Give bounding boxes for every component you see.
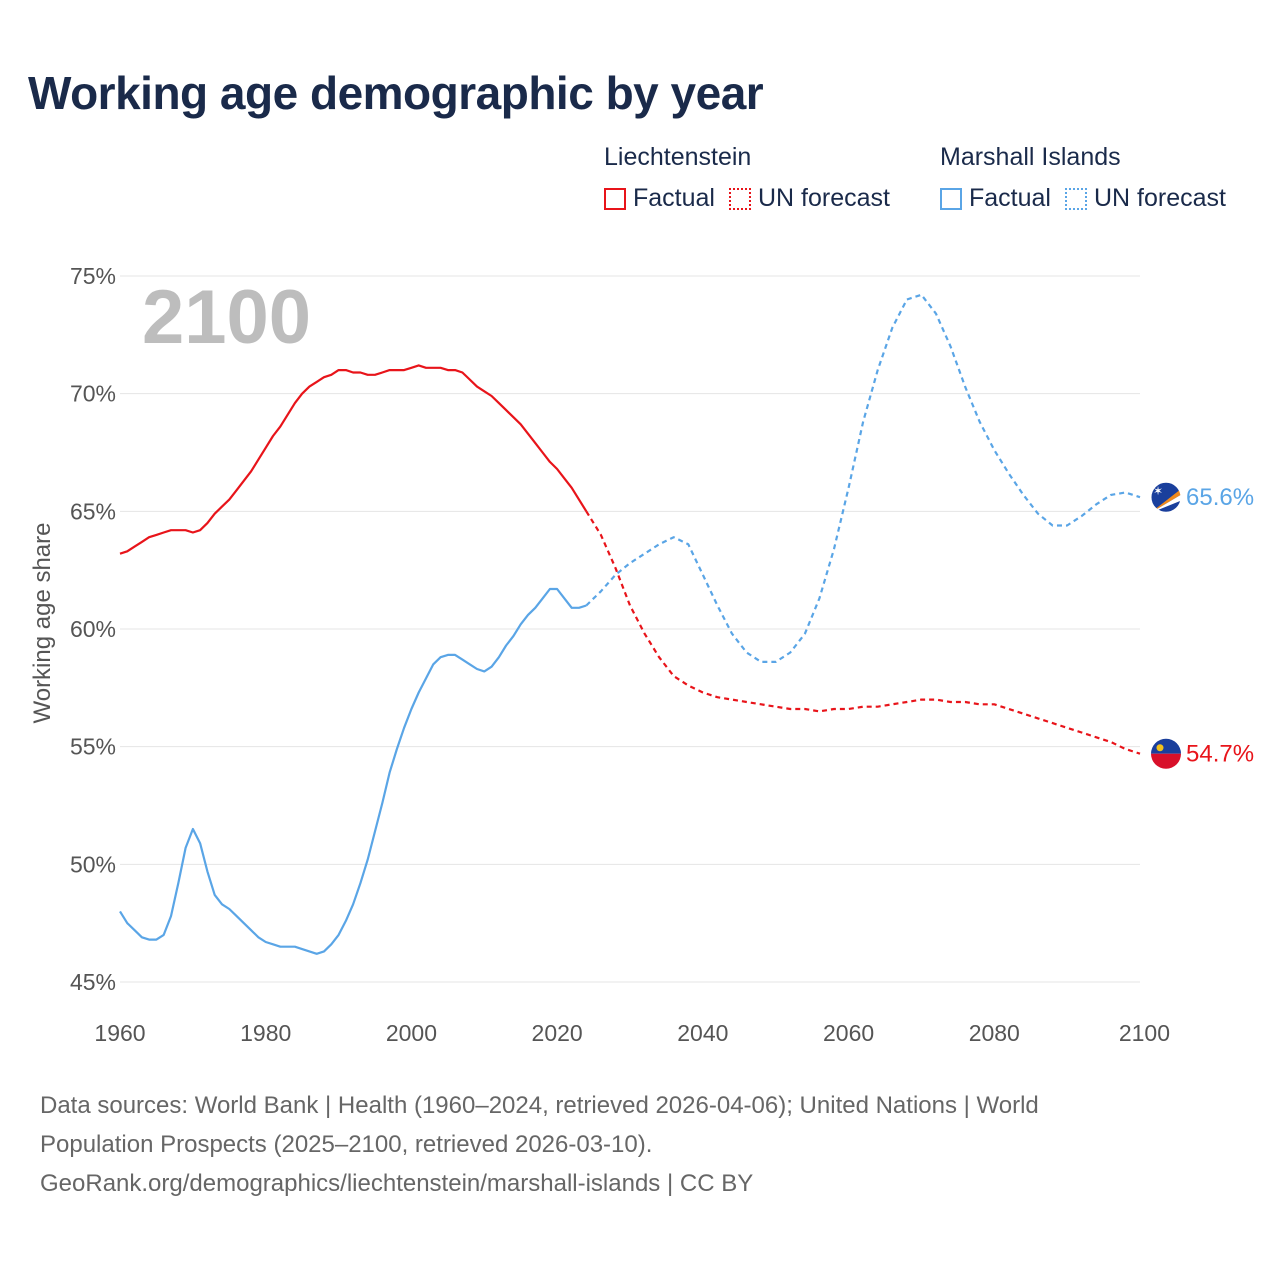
line-chart: 45% 50% 55% 60% 65% 70% 75% 1960 1980 2000 2020 20… bbox=[29, 263, 1254, 1046]
x-tick-label: 2060 bbox=[823, 1020, 874, 1046]
y-tick-label: 45% bbox=[70, 969, 116, 995]
legend-swatch-liechtenstein-forecast bbox=[728, 187, 751, 210]
x-tick-label: 2000 bbox=[386, 1020, 437, 1046]
marshall-islands-flag-icon: ✶ bbox=[1150, 481, 1182, 513]
legend-liechtenstein: Liechtenstein Factual UN forecast bbox=[604, 143, 890, 213]
liechtenstein-forecast-line[interactable] bbox=[585, 510, 1141, 755]
legend-marshall-islands-title: Marshall Islands bbox=[940, 143, 1121, 171]
x-tick-label: 2020 bbox=[532, 1020, 583, 1046]
legend-label: Factual bbox=[969, 184, 1051, 212]
y-tick-label: 75% bbox=[70, 263, 116, 289]
legend-label: Factual bbox=[633, 184, 715, 212]
series-lines bbox=[119, 293, 1141, 955]
grid-lines bbox=[120, 275, 1140, 983]
x-tick-label: 1960 bbox=[94, 1020, 145, 1046]
x-tick-label: 2040 bbox=[677, 1020, 728, 1046]
marshall-islands-factual-line[interactable] bbox=[119, 587, 587, 955]
liechtenstein-factual-line[interactable] bbox=[119, 364, 588, 555]
x-tick-label: 2100 bbox=[1119, 1020, 1170, 1046]
footer-source-line-1: Data sources: World Bank | Health (1960–… bbox=[40, 1092, 1039, 1119]
y-axis-label: Working age share bbox=[29, 523, 56, 724]
end-label-liechtenstein: 54.7% bbox=[1186, 741, 1254, 768]
liechtenstein-flag-icon bbox=[1151, 738, 1181, 769]
legend-marshall-islands: Marshall Islands Factual UN forecast bbox=[940, 143, 1226, 213]
footer-attribution[interactable]: GeoRank.org/demographics/liechtenstein/m… bbox=[40, 1170, 754, 1197]
y-tick-label: 70% bbox=[70, 381, 116, 407]
legend-label: UN forecast bbox=[757, 184, 890, 212]
y-tick-label: 50% bbox=[70, 851, 116, 877]
footer-source-line-2: Population Prospects (2025–2100, retriev… bbox=[40, 1131, 653, 1158]
x-tick-label: 1980 bbox=[240, 1020, 291, 1046]
legend-liechtenstein-title: Liechtenstein bbox=[604, 143, 752, 171]
legend-liechtenstein-factual[interactable]: Factual bbox=[604, 184, 715, 213]
chart-title: Working age demographic by year bbox=[28, 67, 764, 119]
legend-swatch-marshall-islands-forecast bbox=[1064, 187, 1087, 210]
marshall-islands-forecast-line[interactable] bbox=[585, 293, 1141, 664]
y-tick-label: 65% bbox=[70, 498, 116, 524]
legend-marshall-islands-factual[interactable]: Factual bbox=[940, 184, 1051, 213]
legend-liechtenstein-forecast[interactable]: UN forecast bbox=[728, 184, 890, 213]
y-tick-label: 60% bbox=[70, 616, 116, 642]
x-axis-ticks: 1960 1980 2000 2020 2040 2060 2080 2100 bbox=[94, 1020, 1170, 1046]
svg-text:✶: ✶ bbox=[1153, 484, 1163, 498]
legend-swatch-marshall-islands-factual bbox=[940, 187, 962, 210]
y-tick-label: 55% bbox=[70, 734, 116, 760]
legend-marshall-islands-forecast[interactable]: UN forecast bbox=[1064, 184, 1226, 213]
y-axis-ticks: 45% 50% 55% 60% 65% 70% 75% bbox=[70, 263, 116, 995]
year-watermark: 2100 bbox=[142, 275, 311, 360]
footer: Data sources: World Bank | Health (1960–… bbox=[40, 1086, 1240, 1203]
legend-swatch-liechtenstein-factual bbox=[604, 187, 626, 210]
legend-label: UN forecast bbox=[1093, 184, 1226, 212]
x-tick-label: 2080 bbox=[969, 1020, 1020, 1046]
end-label-marshall-islands: 65.6% bbox=[1186, 484, 1254, 511]
